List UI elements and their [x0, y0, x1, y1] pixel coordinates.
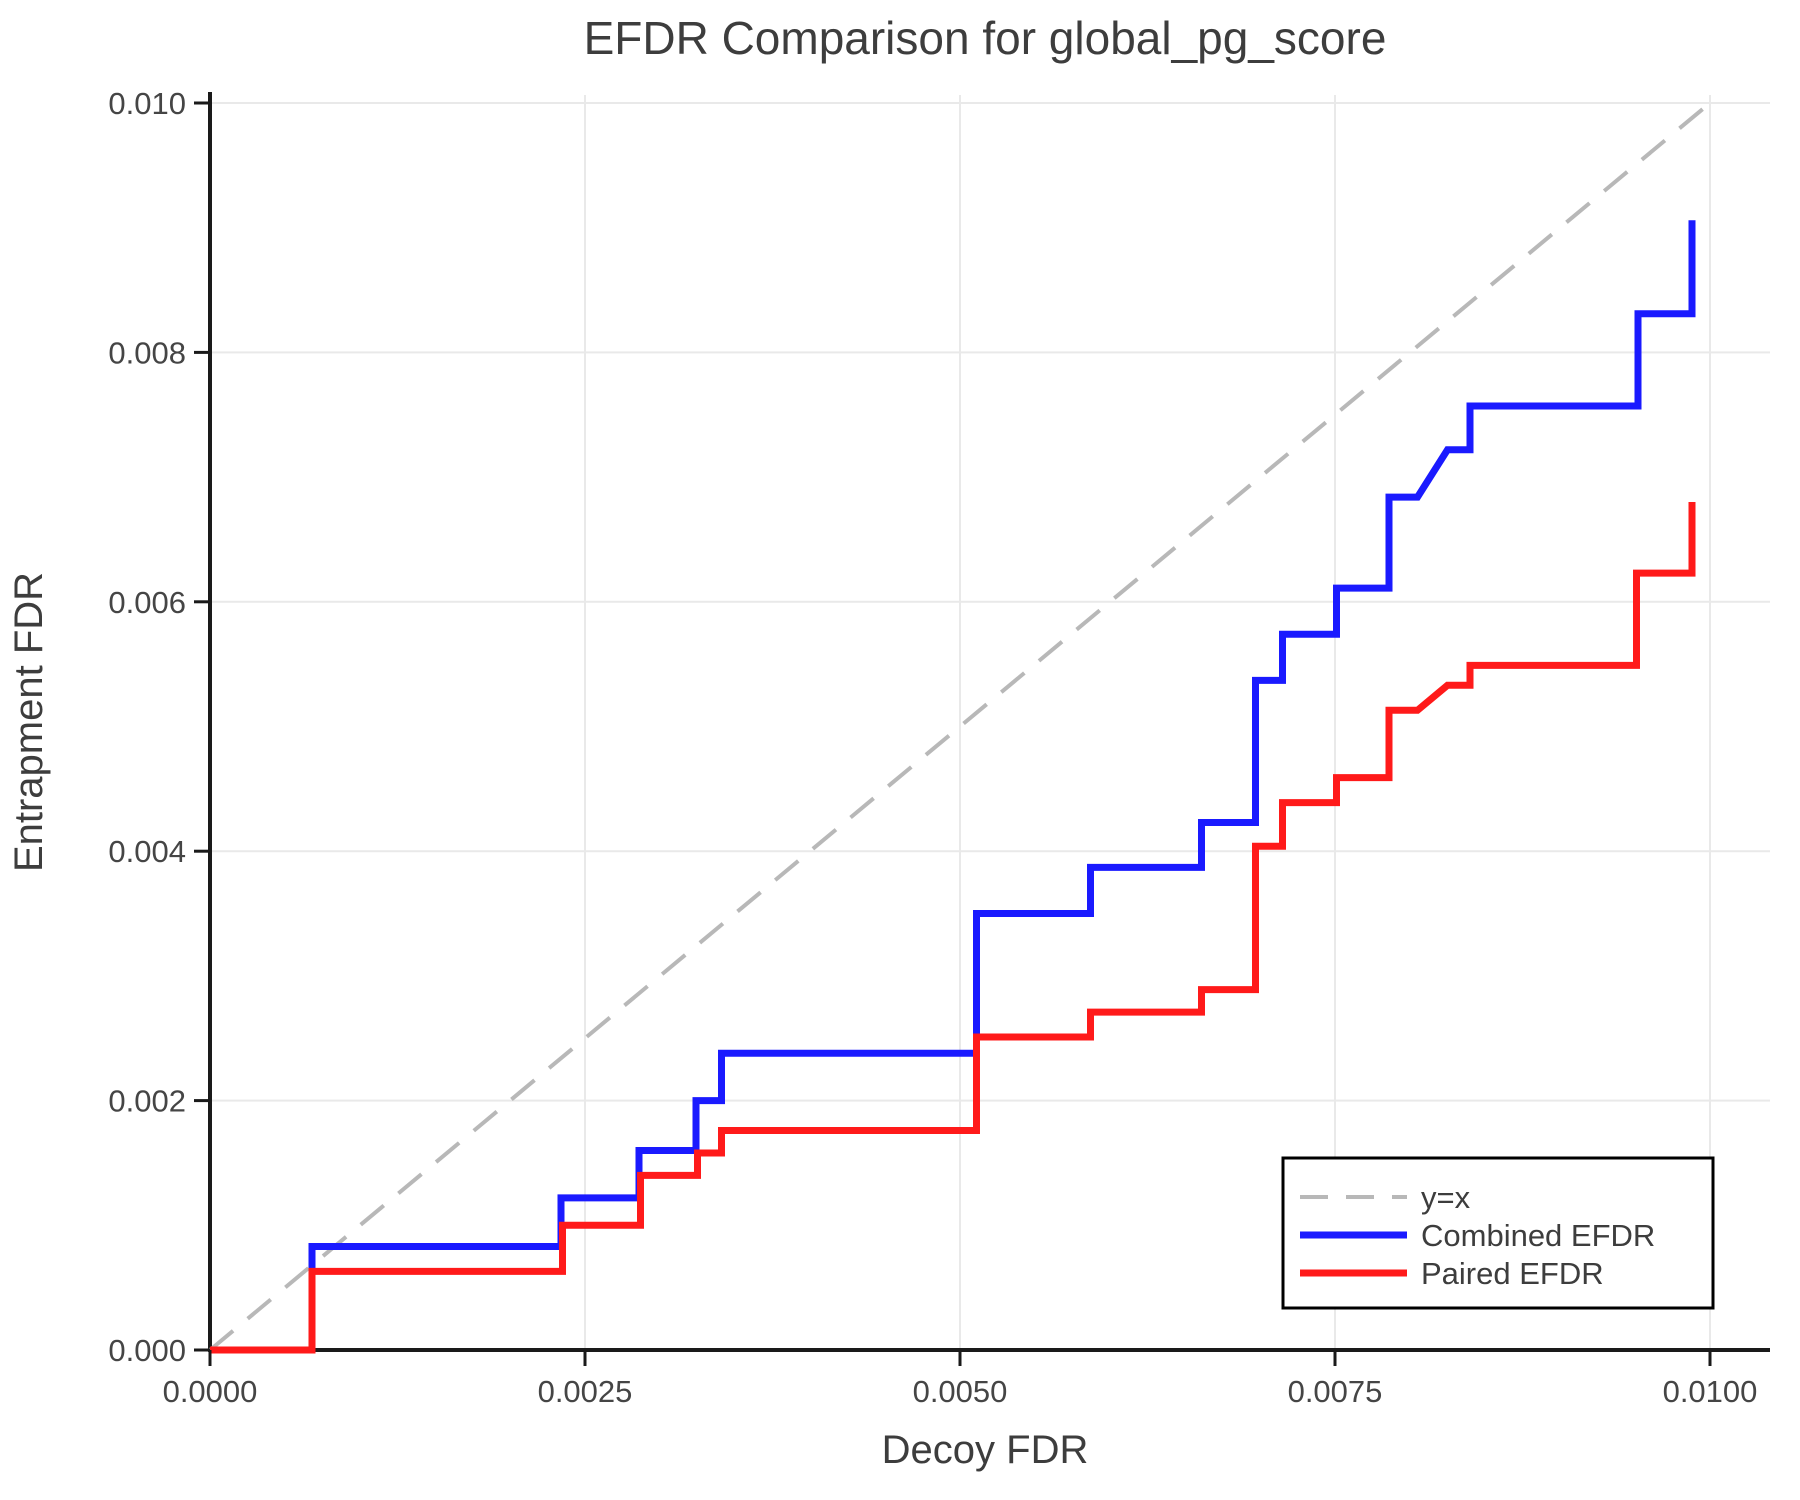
y-tick-label: 0.000 — [108, 1333, 186, 1368]
y-axis-label: Entrapment FDR — [7, 572, 51, 872]
legend-label-combined-efdr: Combined EFDR — [1421, 1218, 1655, 1253]
series-layer — [208, 101, 1712, 1354]
grid-layer — [209, 95, 1770, 1351]
legend-label-y=x: y=x — [1421, 1180, 1471, 1215]
x-tick-label: 0.0000 — [163, 1374, 258, 1409]
y-tick-label: 0.002 — [108, 1084, 186, 1119]
y-tick-label: 0.010 — [108, 86, 186, 121]
chart-title: EFDR Comparison for global_pg_score — [584, 12, 1387, 64]
tick-layer: 0.000 0.002 0.004 0.006 0.008 0.010 0.0000 0.00… — [108, 86, 1757, 1409]
x-tick-label: 0.0100 — [1663, 1374, 1758, 1409]
y-tick-label: 0.006 — [108, 585, 186, 620]
x-tick-label: 0.0025 — [538, 1374, 633, 1409]
identity-reference-line — [208, 101, 1712, 1352]
series-line-paired-efdr — [210, 502, 1696, 1354]
axes-spines — [208, 92, 1770, 1352]
x-tick-label: 0.0050 — [913, 1374, 1008, 1409]
x-tick-label: 0.0075 — [1288, 1374, 1383, 1409]
x-axis-label: Decoy FDR — [882, 1428, 1089, 1472]
y-tick-label: 0.008 — [108, 335, 186, 370]
y-tick-label: 0.004 — [108, 834, 186, 869]
legend-label-paired-efdr: Paired EFDR — [1421, 1256, 1604, 1291]
